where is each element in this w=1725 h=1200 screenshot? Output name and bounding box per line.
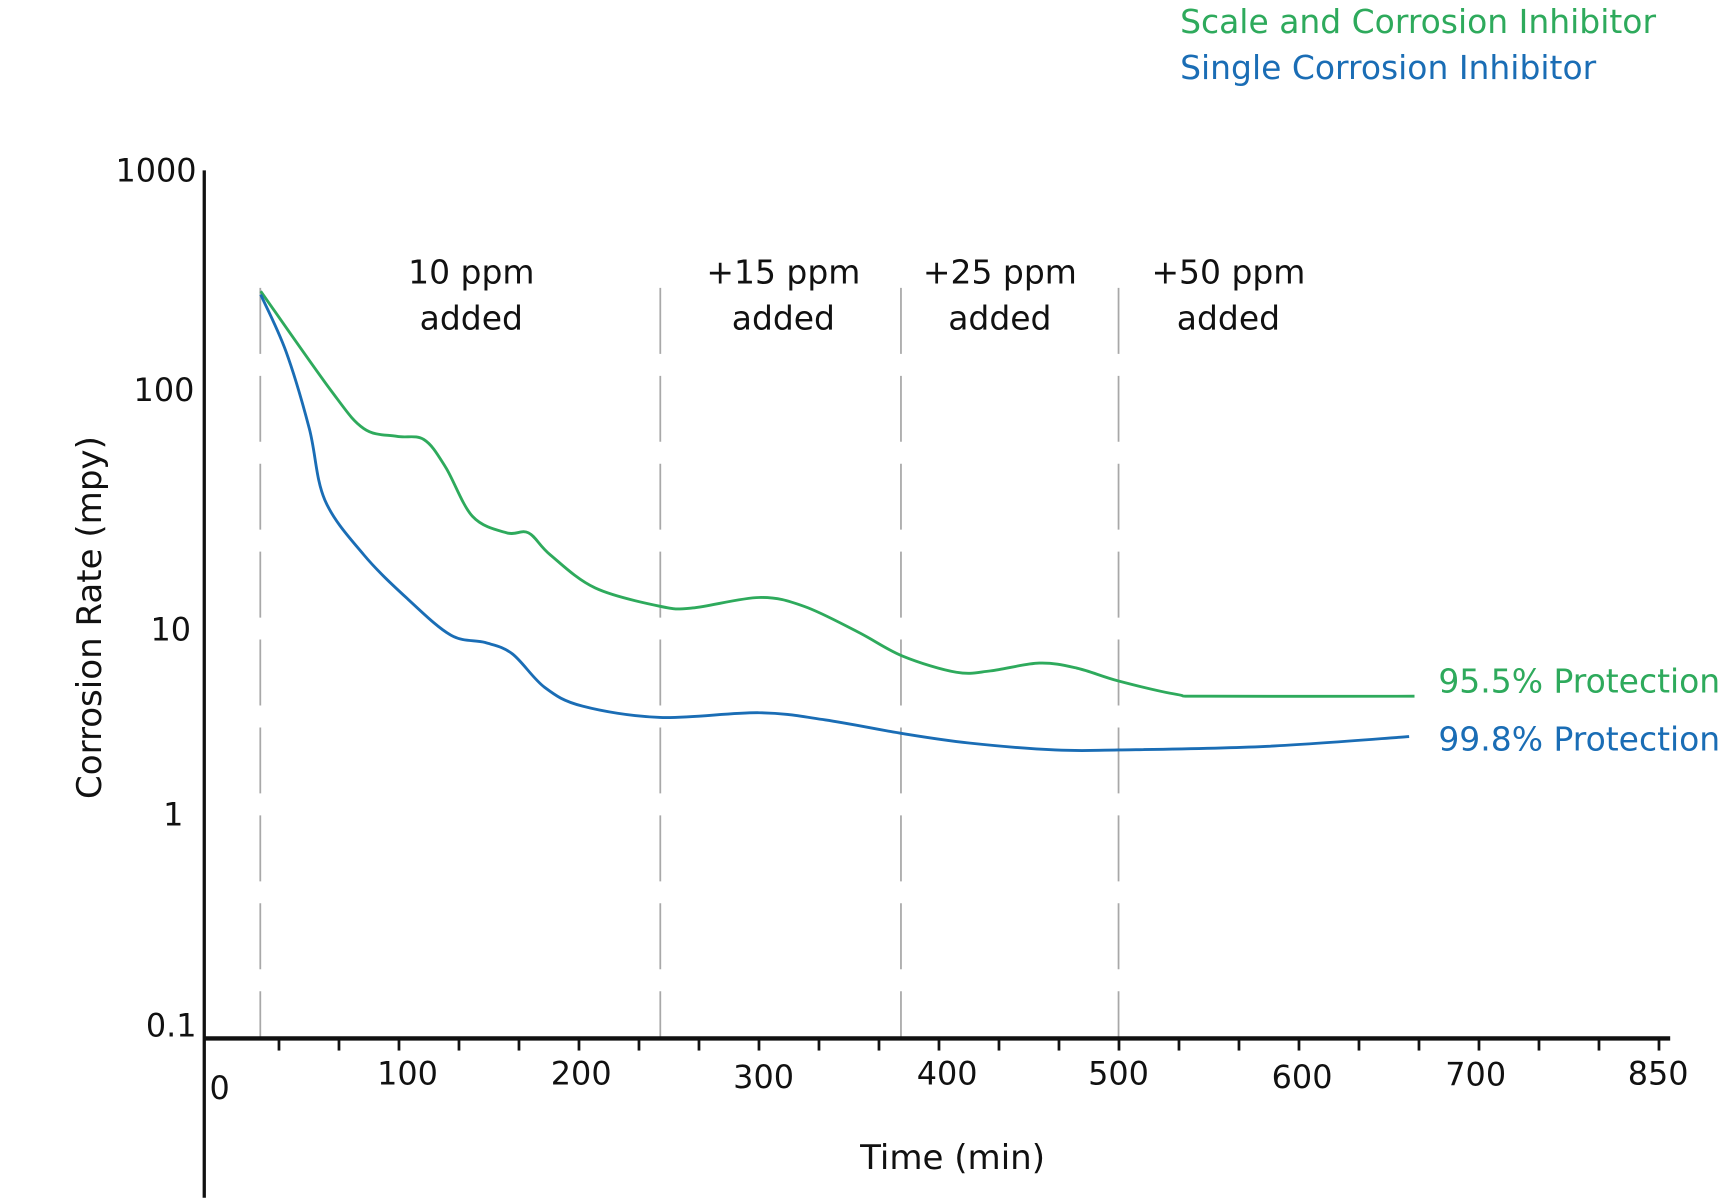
dosing-annotation-added: added [732, 299, 835, 338]
dosing-annotation-amount: 10 ppm [408, 253, 534, 292]
dosing-event-lines [259, 287, 1120, 1039]
series-line-scale-and-corrosion-inhibitor [259, 290, 1415, 698]
dosing-annotation-added: added [948, 299, 1051, 338]
y-axis-label: Corrosion Rate (mpy) [70, 436, 110, 799]
x-tick-label: 100 [377, 1055, 438, 1093]
x-tick-label: 700 [1445, 1056, 1506, 1094]
x-tick-label: 500 [1088, 1055, 1149, 1093]
y-tick-label: 100 [134, 371, 195, 409]
x-tick-label: 600 [1272, 1058, 1333, 1096]
y-tick-label: 1 [163, 795, 183, 833]
x-tick-label: 0 [210, 1069, 230, 1107]
x-minor-ticks [277, 1038, 1661, 1051]
y-tick-label: 10 [151, 611, 192, 649]
series-line-single-corrosion-inhibitor [259, 294, 1410, 753]
dosing-annotation-added: added [1177, 299, 1280, 338]
series-lines [259, 290, 1415, 753]
y-tick-labels: 1000 100 10 1 0.1 [115, 151, 196, 1044]
legend-entry-single-corrosion-inhibitor: Single Corrosion Inhibitor [1180, 48, 1597, 87]
legend: Scale and Corrosion Inhibitor Single Cor… [1180, 2, 1656, 87]
x-tick-label: 850 [1628, 1055, 1689, 1093]
dosing-annotation-amount: +15 ppm [706, 253, 860, 292]
protection-label: 99.8% Protection [1438, 720, 1720, 759]
y-tick-label: 1000 [115, 151, 196, 189]
dosing-annotation-amount: +50 ppm [1151, 253, 1305, 292]
dosing-annotation-amount: +25 ppm [923, 253, 1077, 292]
y-tick-label: 0.1 [146, 1006, 197, 1044]
legend-entry-scale-and-corrosion-inhibitor: Scale and Corrosion Inhibitor [1180, 2, 1656, 41]
x-tick-label: 300 [733, 1058, 794, 1096]
dosing-annotation-added: added [420, 299, 523, 338]
x-tick-label: 200 [551, 1055, 612, 1093]
protection-labels: 95.5% Protection 99.8% Protection [1438, 661, 1720, 758]
x-tick-label: 400 [917, 1055, 978, 1093]
x-tick-labels: 0 100 200 300 400 500 600 700 850 [210, 1055, 1689, 1107]
dosing-annotations: 10 ppm added +15 ppm added +25 ppm added +50 p… [408, 253, 1305, 338]
protection-label: 95.5% Protection [1438, 661, 1720, 700]
axes: 0 100 200 300 400 500 600 700 850 10001001010.1 … [70, 151, 1689, 1198]
x-axis-label: Time (min) [859, 1138, 1045, 1178]
